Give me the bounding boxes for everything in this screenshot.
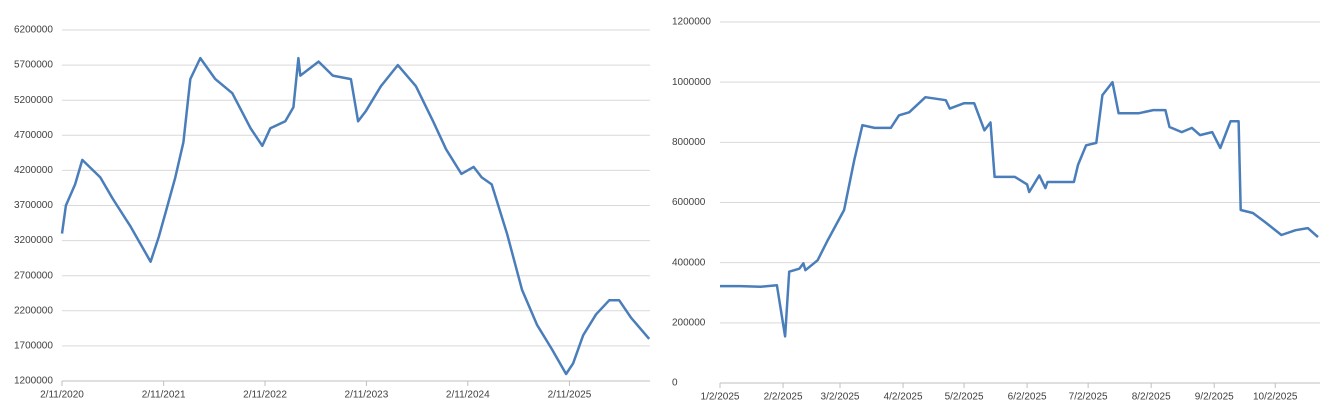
chart-right: 0 200000 400000 600000 800000 1000000 1200000 1… — [672, 17, 1320, 403]
y-tick-label: 200000 — [672, 317, 706, 328]
x-tick-label: 8/2/2025 — [1132, 392, 1171, 403]
y-tick-label: 600000 — [672, 197, 706, 208]
y-tick-label: 6200000 — [14, 25, 53, 36]
x-tick-label: 7/2/2025 — [1069, 392, 1108, 403]
y-tick-label: 4200000 — [14, 165, 53, 176]
x-tick-label: 2/11/2025 — [548, 390, 592, 401]
x-tick-label: 6/2/2025 — [1008, 392, 1047, 403]
x-tick-label: 1/2/2025 — [701, 392, 740, 403]
y-tick-label: 3700000 — [14, 200, 53, 211]
y-tick-label: 5700000 — [14, 60, 53, 71]
y-tick-label: 1000000 — [672, 77, 711, 88]
y-tick-label: 1700000 — [14, 341, 53, 352]
y-tick-label: 2200000 — [14, 305, 53, 316]
y-tick-label: 1200000 — [672, 17, 711, 28]
y-tick-label: 5200000 — [14, 95, 53, 106]
x-tick-label: 2/11/2020 — [40, 390, 84, 401]
x-tick-label: 3/2/2025 — [821, 392, 860, 403]
x-tick-label: 5/2/2025 — [945, 392, 984, 403]
x-tick-label: 2/11/2022 — [243, 390, 287, 401]
x-tick-label: 9/2/2025 — [1195, 392, 1234, 403]
y-tick-label: 2700000 — [14, 270, 53, 281]
data-line — [720, 80, 1319, 338]
x-tick-label: 10/2/2025 — [1253, 392, 1298, 403]
x-tick-label: 4/2/2025 — [884, 392, 923, 403]
y-tick-label: 400000 — [672, 257, 706, 268]
x-tick-label: 2/11/2021 — [142, 390, 186, 401]
data-line — [60, 56, 651, 376]
x-tick-label: 2/2/2025 — [764, 392, 803, 403]
y-tick-label: 3200000 — [14, 235, 53, 246]
y-tick-label: 800000 — [672, 137, 706, 148]
x-tick-label: 2/11/2023 — [345, 390, 389, 401]
y-tick-label: 0 — [672, 378, 678, 389]
x-tick-label: 2/11/2024 — [446, 390, 490, 401]
y-tick-label: 4700000 — [14, 130, 53, 141]
y-tick-label: 1200000 — [14, 376, 53, 387]
chart-left: 1200000 1700000 2200000 2700000 3200000 37000… — [14, 25, 651, 401]
